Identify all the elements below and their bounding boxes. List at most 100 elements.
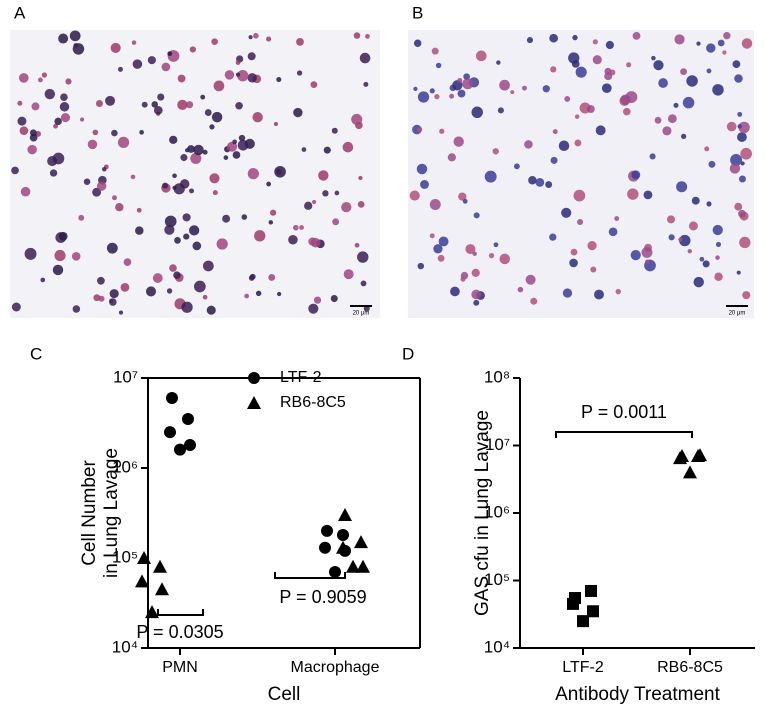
cell: [473, 299, 480, 306]
cell: [177, 99, 188, 110]
cell: [497, 107, 504, 114]
cell: [499, 253, 510, 265]
cell: [658, 78, 668, 88]
cell: [322, 190, 329, 197]
cell: [526, 37, 534, 44]
cell: [704, 146, 710, 152]
cell: [463, 73, 470, 80]
cell: [712, 224, 723, 236]
y-tick-label: 10⁶: [112, 457, 138, 476]
cell: [458, 192, 467, 201]
cell: [734, 202, 743, 211]
y-tick-label: 10⁵: [484, 570, 510, 589]
x-tick-label: PMN: [162, 659, 198, 676]
cell: [447, 153, 456, 162]
annotation: P = 0.0305: [136, 622, 223, 642]
cell: [60, 112, 71, 123]
cell: [409, 190, 420, 201]
point: [247, 396, 261, 409]
cell: [471, 268, 480, 278]
cell: [736, 270, 741, 275]
point: [585, 584, 597, 597]
cell: [662, 126, 672, 136]
cell: [73, 43, 79, 48]
cell: [181, 301, 193, 313]
cell: [232, 139, 238, 145]
cell: [109, 289, 119, 299]
cell: [266, 181, 272, 187]
cell: [438, 236, 449, 247]
cell: [528, 175, 537, 185]
cell: [223, 155, 229, 160]
cell: [654, 116, 662, 124]
cell: [739, 175, 746, 183]
cell: [357, 201, 365, 208]
cell: [417, 91, 430, 103]
cell: [41, 72, 48, 78]
cell: [232, 151, 241, 159]
cell: [354, 242, 360, 248]
cell: [550, 156, 558, 164]
cell: [472, 251, 477, 256]
cell: [431, 47, 439, 55]
cell: [575, 66, 587, 78]
cell: [255, 290, 262, 297]
cell: [44, 88, 55, 100]
cell: [679, 234, 691, 247]
cell: [206, 305, 216, 315]
cell: [573, 189, 586, 202]
cell: [741, 38, 753, 49]
cell: [293, 224, 299, 231]
cell: [594, 289, 604, 300]
cell: [365, 34, 370, 39]
cell: [592, 55, 602, 65]
cell: [552, 129, 558, 135]
panel-label: A: [14, 3, 26, 22]
cell: [530, 297, 538, 305]
cell: [180, 154, 188, 162]
point: [248, 372, 260, 384]
cell: [92, 129, 99, 136]
cell: [132, 59, 143, 69]
cell: [139, 129, 144, 135]
cell: [715, 255, 720, 260]
cell: [492, 148, 499, 155]
cell: [254, 230, 266, 242]
cell: [702, 260, 710, 268]
cell: [330, 295, 338, 303]
cell: [699, 256, 705, 262]
cell: [651, 55, 656, 61]
cell: [522, 85, 527, 91]
cell: [572, 34, 578, 41]
cell: [712, 84, 724, 96]
cell: [450, 286, 460, 297]
cell: [359, 52, 371, 64]
cell: [266, 36, 272, 42]
cell: [351, 113, 363, 125]
y-tick-label: 10⁸: [484, 367, 510, 386]
cell: [574, 139, 582, 147]
cell: [274, 165, 286, 178]
cell: [49, 169, 58, 177]
cell: [550, 66, 557, 73]
cell: [737, 132, 747, 142]
cell: [111, 195, 118, 201]
cell: [185, 101, 194, 109]
cell: [166, 288, 173, 294]
cell: [473, 212, 480, 219]
cell: [11, 166, 19, 175]
x-tick-label: Macrophage: [291, 659, 380, 676]
cell: [729, 163, 741, 174]
cell: [484, 170, 497, 183]
cell: [200, 94, 206, 100]
cell: [177, 74, 186, 83]
cell: [715, 241, 722, 247]
cell: [601, 83, 612, 94]
point: [145, 605, 159, 619]
cell: [680, 68, 687, 76]
cell: [420, 180, 429, 189]
cell: [237, 139, 249, 151]
cell: [92, 187, 102, 197]
cell: [449, 93, 455, 99]
cell: [465, 244, 476, 255]
